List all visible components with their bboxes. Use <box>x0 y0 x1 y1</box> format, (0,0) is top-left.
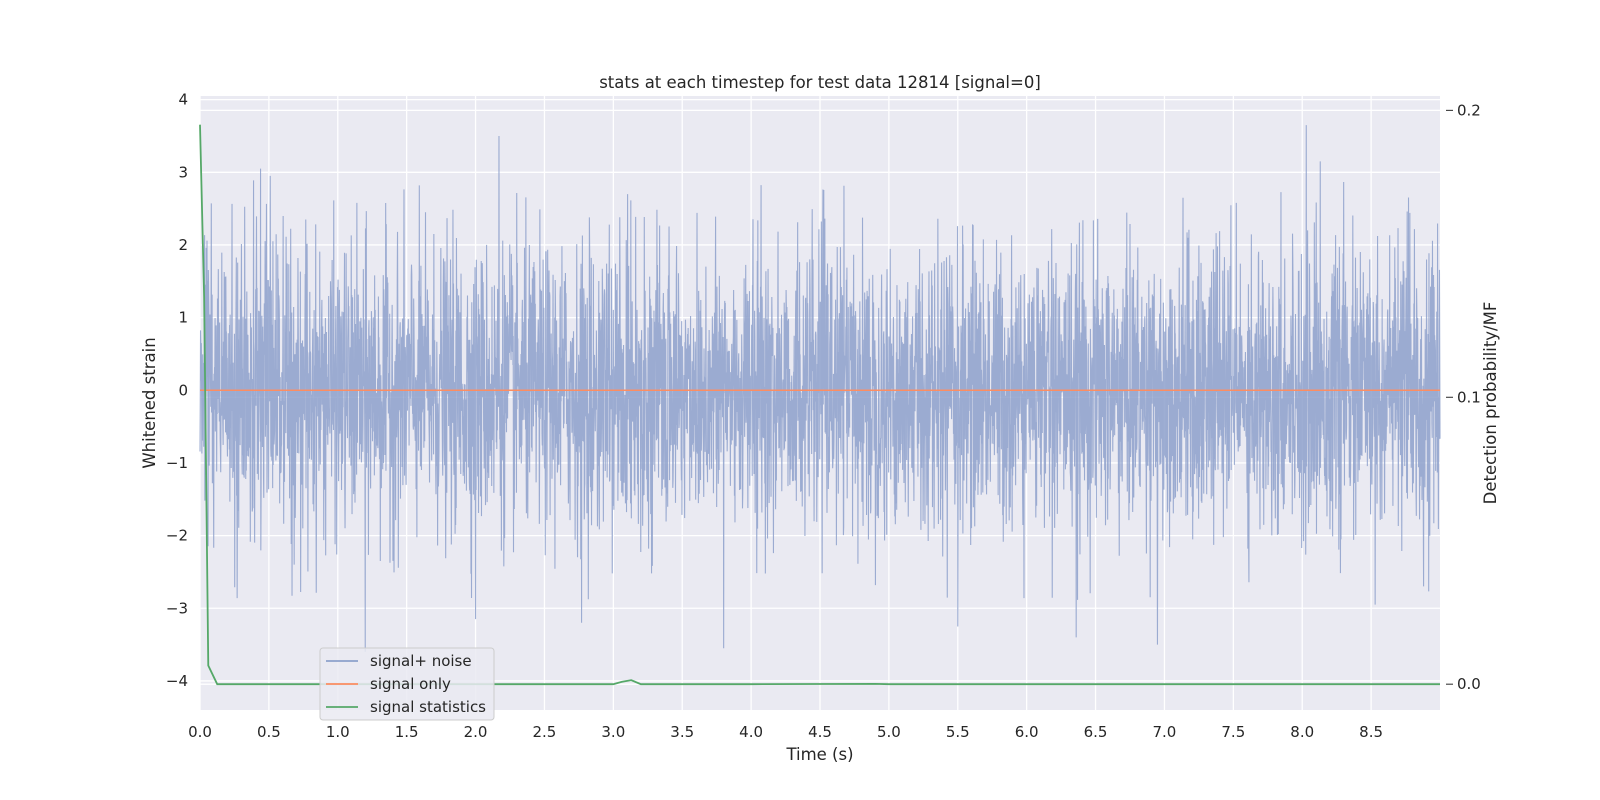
x-tick-label: 8.0 <box>1290 723 1314 741</box>
x-tick-label: 5.0 <box>877 723 901 741</box>
x-tick-label: 3.5 <box>670 723 694 741</box>
y-tick-label: −1 <box>166 454 188 472</box>
legend-label-signal-statistics: signal statistics <box>370 698 486 716</box>
x-tick-label: 6.5 <box>1084 723 1108 741</box>
y2-tick-label: 0.1 <box>1457 388 1481 406</box>
y-tick-label: 2 <box>178 236 188 254</box>
y2-tick-label: 0.2 <box>1457 101 1481 119</box>
x-tick-label: 8.5 <box>1359 723 1383 741</box>
y2-tick-label: 0.0 <box>1457 675 1481 693</box>
y2-axis-title: Detection probability/MF <box>1481 302 1500 505</box>
signal-statistics-line <box>199 124 1440 686</box>
legend-box <box>319 647 495 721</box>
x-tick-label: 2.5 <box>533 723 557 741</box>
x-tick-label: 0.0 <box>188 723 212 741</box>
x-axis-title: Time (s) <box>785 745 853 764</box>
y-tick-label: −4 <box>166 672 188 690</box>
y-tick-label: 1 <box>178 309 188 327</box>
y-tick-label: 3 <box>178 163 188 181</box>
x-tick-label: 4.0 <box>739 723 763 741</box>
x-tick-label: 7.5 <box>1221 723 1245 741</box>
x-tick-label: 5.5 <box>946 723 970 741</box>
y-tick-label: 4 <box>178 91 188 109</box>
signal-noise-series <box>199 125 1441 652</box>
y-axis-title: Whitened strain <box>140 337 159 468</box>
legend-label-signal-only: signal only <box>370 675 451 693</box>
chart-title: stats at each timestep for test data 128… <box>599 73 1041 92</box>
x-tick-label: 7.0 <box>1153 723 1177 741</box>
legend-label-signal-noise: signal+ noise <box>370 652 472 670</box>
x-tick-label: 2.0 <box>464 723 488 741</box>
axes-ticks: 0.0 0.5 1.0 1.5 2.0 2.5 3.0 3.5 4.0 4.5 5.0 5.5 6.0 6… <box>166 91 1481 741</box>
x-tick-label: 3.0 <box>601 723 625 741</box>
y-tick-label: −3 <box>166 599 188 617</box>
signal-noise-line <box>199 125 1441 652</box>
legend: signal+ noise signal only signal statist… <box>319 647 495 721</box>
y-tick-label: −2 <box>166 527 188 545</box>
x-tick-label: 0.5 <box>257 723 281 741</box>
signal-statistics-series <box>199 124 1440 686</box>
x-tick-label: 1.0 <box>326 723 350 741</box>
x-tick-label: 1.5 <box>395 723 419 741</box>
x-tick-label: 4.5 <box>808 723 832 741</box>
y-tick-label: 0 <box>178 381 188 399</box>
x-tick-label: 6.0 <box>1015 723 1039 741</box>
